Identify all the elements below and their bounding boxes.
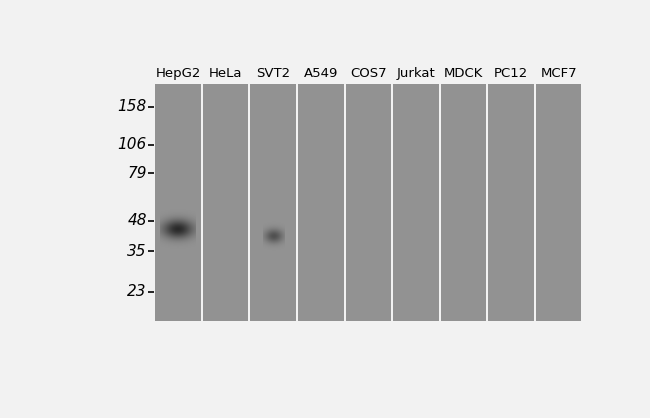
Text: HepG2: HepG2 [155, 67, 201, 80]
Text: COS7: COS7 [350, 67, 387, 80]
Text: 23: 23 [127, 284, 147, 299]
Text: A549: A549 [304, 67, 338, 80]
Bar [203, 84, 248, 321]
Text: MCF7: MCF7 [540, 67, 577, 80]
Text: MDCK: MDCK [444, 67, 483, 80]
Bar [393, 84, 439, 321]
Text: 48: 48 [127, 214, 147, 228]
Bar [250, 84, 296, 321]
Text: 35: 35 [127, 244, 147, 259]
Bar [488, 84, 534, 321]
Text: 79: 79 [127, 166, 147, 181]
Text: Jurkat: Jurkat [396, 67, 436, 80]
Text: PC12: PC12 [494, 67, 528, 80]
Text: SVT2: SVT2 [256, 67, 291, 80]
Text: HeLa: HeLa [209, 67, 242, 80]
Text: 106: 106 [118, 138, 147, 153]
Text: 158: 158 [118, 99, 147, 114]
Bar [298, 84, 344, 321]
Bar [346, 84, 391, 321]
Bar [536, 84, 582, 321]
Bar [441, 84, 486, 321]
Bar [155, 84, 201, 321]
